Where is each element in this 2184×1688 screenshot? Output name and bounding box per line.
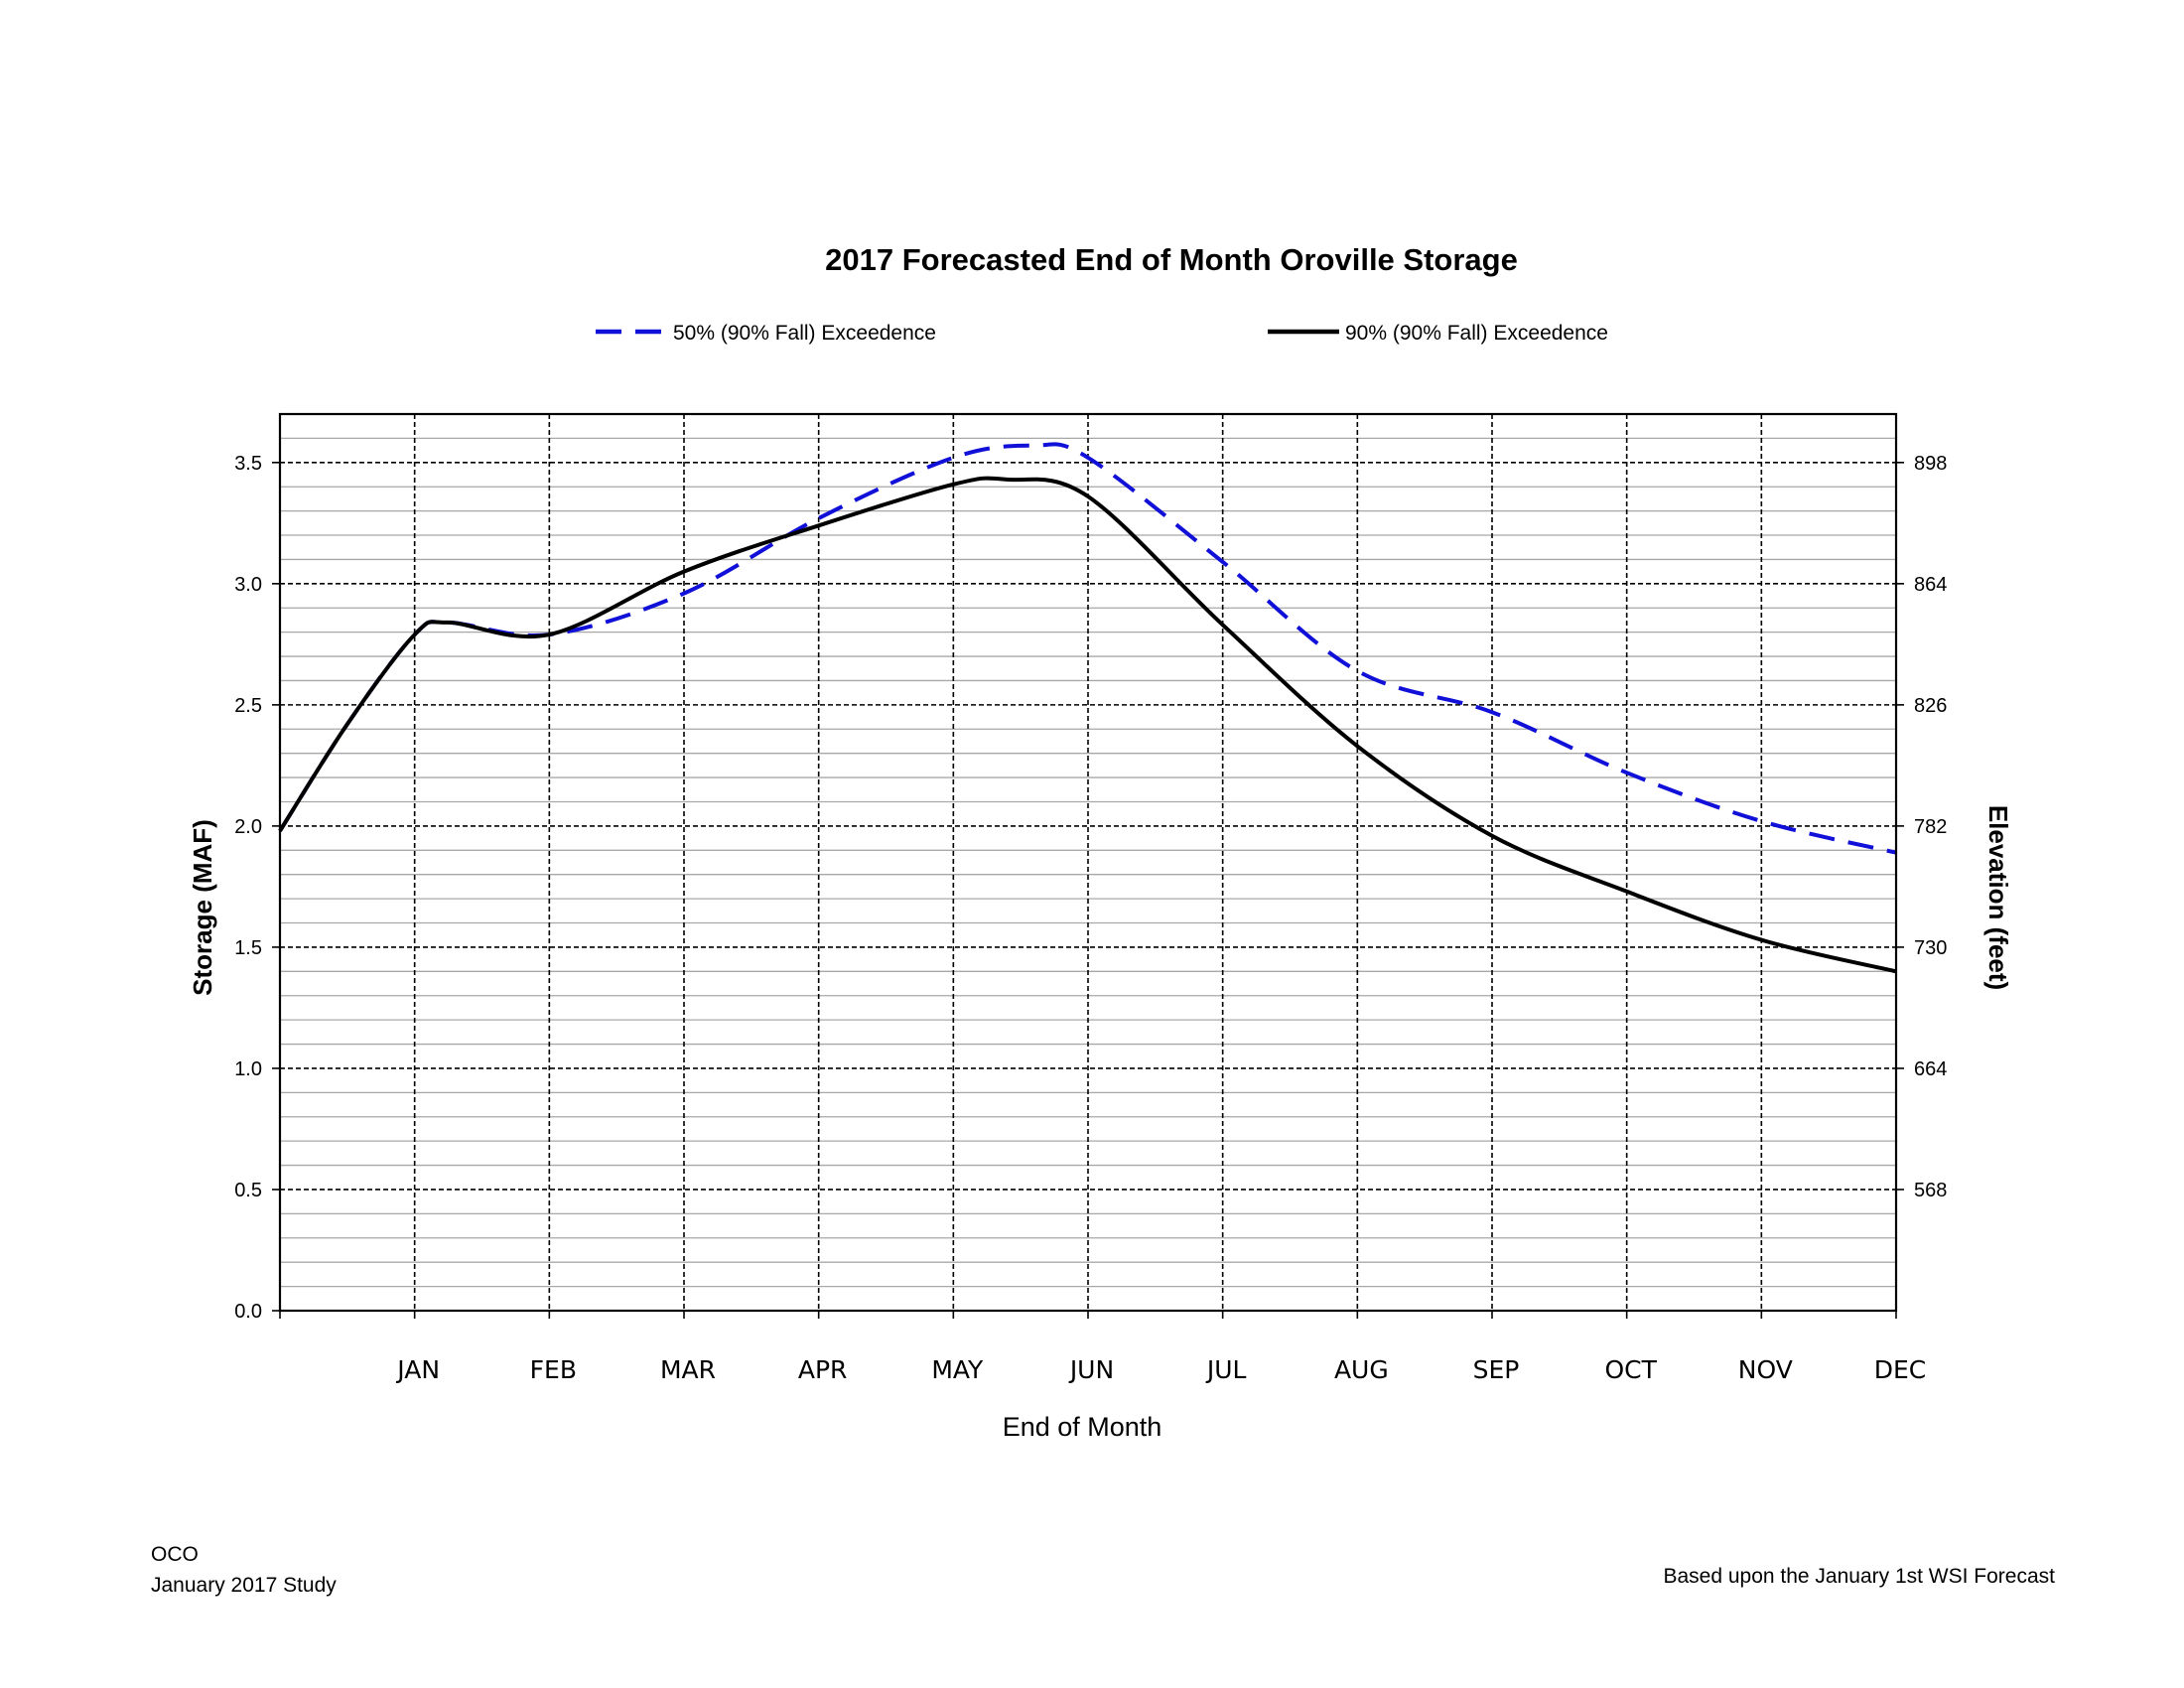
legend: 50% (90% Fall) Exceedence 90% (90% Fall) … xyxy=(596,322,1608,345)
y-tick-label: 3.0 xyxy=(234,574,262,596)
series-50pct-line xyxy=(278,442,1897,855)
series-90pct-line xyxy=(278,476,1897,974)
x-tick-label: APR xyxy=(798,1355,848,1384)
y2-tick-label: 898 xyxy=(1914,453,1947,475)
y2-axis-ticks: 568 664 730 782 826 864 898 xyxy=(1896,453,1947,1201)
y-tick-label: 1.0 xyxy=(234,1058,262,1080)
x-tick-label: JUL xyxy=(1205,1355,1247,1384)
y2-tick-label: 782 xyxy=(1914,816,1947,838)
footer-study: January 2017 Study xyxy=(151,1574,337,1597)
footer-basis: Based upon the January 1st WSI Forecast xyxy=(1663,1565,2055,1588)
x-tick-label: DEC xyxy=(1874,1355,1927,1384)
x-tick-label: JAN xyxy=(395,1355,440,1384)
x-tick-label: JUN xyxy=(1068,1355,1114,1384)
footer-org: OCO xyxy=(151,1543,199,1566)
y2-tick-label: 664 xyxy=(1914,1058,1947,1080)
x-axis-label: End of Month xyxy=(1003,1412,1162,1442)
legend-label-90pct: 90% (90% Fall) Exceedence xyxy=(1345,322,1608,345)
x-tick-label: OCT xyxy=(1604,1355,1657,1384)
x-tick-label: MAY xyxy=(931,1355,984,1384)
x-tick-label: MAR xyxy=(660,1355,716,1384)
y-axis-ticks: 0.0 0.5 1.0 1.5 2.0 2.5 3.0 3.5 xyxy=(234,453,280,1323)
y2-tick-label: 730 xyxy=(1914,937,1947,959)
y-tick-label: 0.0 xyxy=(234,1301,262,1323)
legend-label-50pct: 50% (90% Fall) Exceedence xyxy=(673,322,936,345)
y-tick-label: 2.5 xyxy=(234,695,262,717)
x-axis-ticks: JAN FEB MAR APR MAY JUN JUL AUG SEP OCT NOV DEC xyxy=(279,1311,1927,1384)
y-axis-label: Storage (MAF) xyxy=(188,819,217,996)
series-lines xyxy=(278,442,1897,974)
major-horizontal-gridlines xyxy=(280,462,1896,1191)
vertical-gridlines xyxy=(413,414,1763,1311)
x-tick-label: SEP xyxy=(1473,1355,1520,1384)
y-tick-label: 1.5 xyxy=(234,937,262,959)
footer-left: OCO January 2017 Study xyxy=(151,1539,337,1601)
y2-tick-label: 864 xyxy=(1914,574,1947,596)
y2-tick-label: 568 xyxy=(1914,1180,1947,1201)
y2-tick-label: 826 xyxy=(1914,695,1947,717)
y-tick-label: 3.5 xyxy=(234,453,262,475)
x-tick-label: FEB xyxy=(530,1355,577,1384)
chart-title: 2017 Forecasted End of Month Oroville St… xyxy=(825,242,1518,277)
y-tick-label: 0.5 xyxy=(234,1180,262,1201)
y2-axis-label: Elevation (feet) xyxy=(1983,805,2013,990)
x-tick-label: AUG xyxy=(1334,1355,1389,1384)
y-tick-label: 2.0 xyxy=(234,816,262,838)
x-tick-label: NOV xyxy=(1738,1355,1793,1384)
